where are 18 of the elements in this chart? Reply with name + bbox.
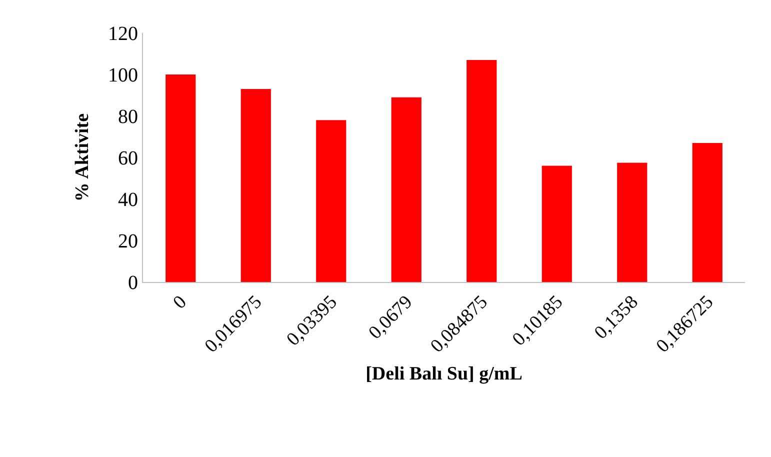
bar xyxy=(391,97,422,282)
y-tick-label: 40 xyxy=(118,189,138,211)
x-tick-label: 0 xyxy=(169,292,191,314)
bar xyxy=(617,162,648,282)
y-tick-label: 80 xyxy=(118,106,138,128)
y-tick-label: 100 xyxy=(108,64,138,86)
x-axis-title: [Deli Balı Su] g/mL xyxy=(366,364,522,385)
y-tick-label: 120 xyxy=(108,23,138,45)
y-tick-label: 0 xyxy=(128,272,138,294)
bar xyxy=(316,120,346,282)
bar xyxy=(692,142,722,282)
y-tick-label: 60 xyxy=(118,148,138,170)
bar xyxy=(466,60,497,282)
y-tick-label: 20 xyxy=(118,230,138,252)
bar xyxy=(542,166,572,282)
bar xyxy=(240,89,271,282)
y-axis-title: % Aktivite xyxy=(72,113,93,202)
bar xyxy=(166,74,196,282)
